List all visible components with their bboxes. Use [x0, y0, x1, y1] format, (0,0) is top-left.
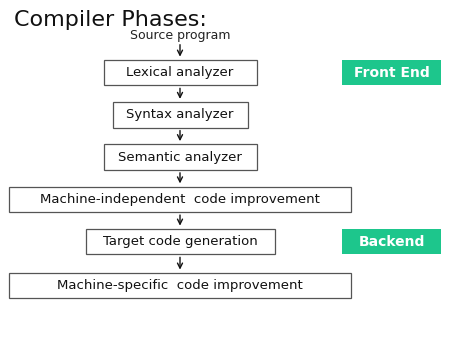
FancyBboxPatch shape	[104, 60, 256, 85]
Text: Machine-specific  code improvement: Machine-specific code improvement	[57, 279, 303, 292]
FancyBboxPatch shape	[9, 273, 351, 298]
Text: Source program: Source program	[130, 29, 230, 42]
Text: Backend: Backend	[358, 235, 425, 249]
Text: Syntax analyzer: Syntax analyzer	[126, 108, 234, 121]
Text: Target code generation: Target code generation	[103, 235, 257, 248]
Text: Compiler Phases:: Compiler Phases:	[14, 10, 207, 30]
Text: Lexical analyzer: Lexical analyzer	[126, 66, 234, 79]
Text: Front End: Front End	[354, 66, 429, 80]
FancyBboxPatch shape	[9, 187, 351, 212]
Text: Semantic analyzer: Semantic analyzer	[118, 151, 242, 164]
FancyBboxPatch shape	[86, 229, 274, 255]
FancyBboxPatch shape	[112, 102, 248, 127]
Text: Machine-independent  code improvement: Machine-independent code improvement	[40, 193, 320, 206]
FancyBboxPatch shape	[342, 60, 441, 85]
FancyBboxPatch shape	[342, 229, 441, 255]
FancyBboxPatch shape	[104, 145, 256, 170]
